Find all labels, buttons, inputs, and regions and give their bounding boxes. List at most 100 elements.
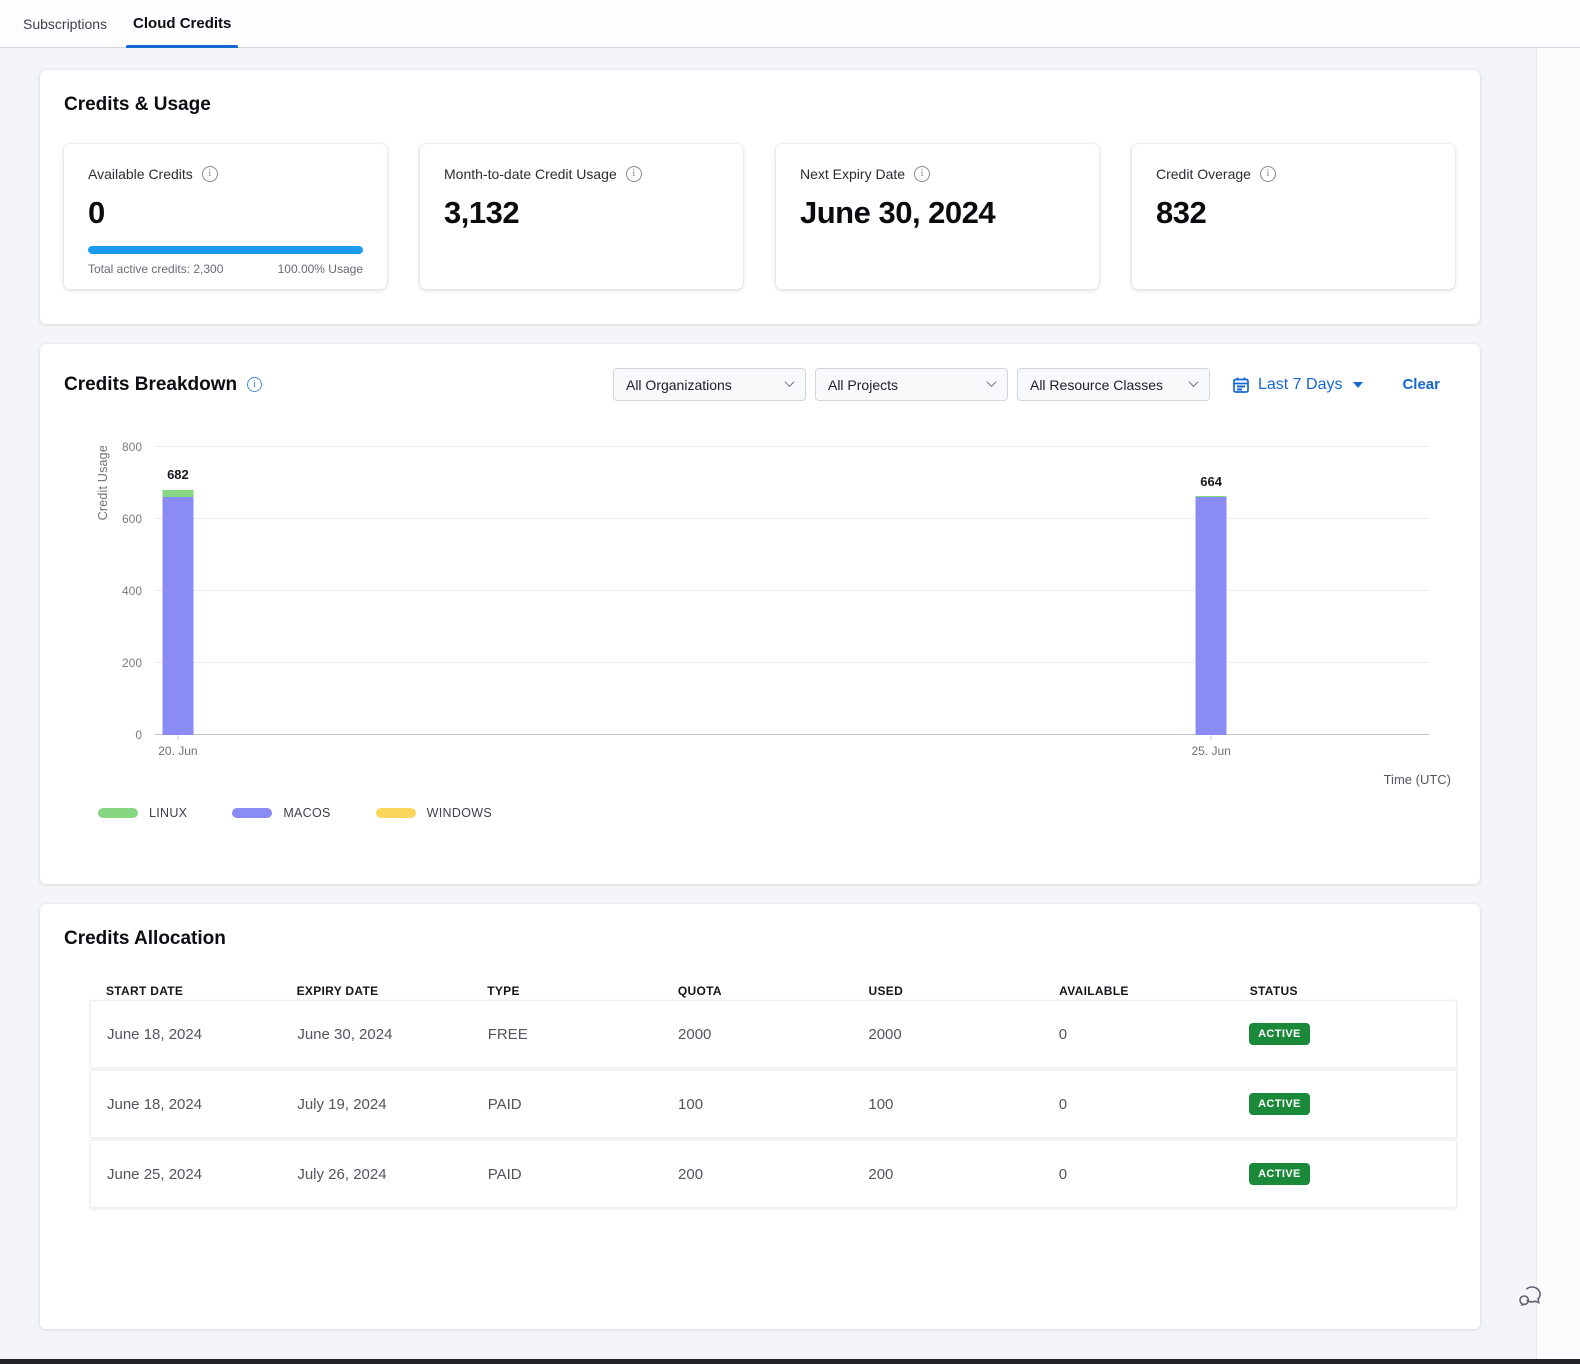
page-content: Credits & Usage Available Credits i 0 Total… bbox=[0, 48, 1537, 1359]
table-cell: July 26, 2024 bbox=[297, 1165, 387, 1183]
info-icon[interactable]: i bbox=[201, 166, 218, 182]
table-header-cell: EXPIRY DATE bbox=[296, 984, 379, 998]
credits-usage-section: Credits & Usage Available Credits i 0 Total… bbox=[40, 70, 1480, 324]
table-cell: 2000 bbox=[678, 1025, 712, 1043]
legend-label: LINUX bbox=[149, 806, 188, 820]
y-tick-label: 0 bbox=[135, 728, 142, 742]
table-cell: July 19, 2024 bbox=[297, 1095, 387, 1113]
metric-label: Month-to-date Credit Usage bbox=[444, 166, 617, 182]
table-header-cell: TYPE bbox=[487, 984, 520, 998]
legend-item-windows[interactable]: WINDOWS bbox=[375, 806, 492, 820]
status-badge: ACTIVE bbox=[1249, 1163, 1310, 1185]
x-tick-label: 25. Jun bbox=[1191, 744, 1231, 758]
legend-label: MACOS bbox=[283, 806, 331, 820]
metric-label: Credit Overage bbox=[1156, 166, 1251, 182]
bar-total-label: 682 bbox=[167, 467, 189, 483]
y-tick-label: 600 bbox=[121, 512, 142, 526]
metric-value: 3,132 bbox=[444, 195, 520, 230]
legend-swatch bbox=[98, 808, 138, 818]
clear-filters-button[interactable]: Clear bbox=[1402, 376, 1440, 393]
chart-legend: LINUX MACOS WINDOWS bbox=[98, 806, 1456, 820]
table-cell: June 18, 2024 bbox=[107, 1095, 203, 1113]
gridline bbox=[155, 734, 1429, 735]
gridline bbox=[155, 662, 1429, 663]
resource-classes-select-value: All Resource Classes bbox=[1029, 376, 1164, 393]
x-tick-mark bbox=[177, 735, 179, 740]
credits-allocation-table: START DATE EXPIRY DATE TYPE QUOTA USED AVAILA… bbox=[90, 984, 1457, 1208]
calendar-icon bbox=[1233, 377, 1249, 393]
chat-feedback-button[interactable] bbox=[1516, 1282, 1544, 1310]
resource-classes-select[interactable]: All Resource Classes bbox=[1016, 368, 1210, 401]
metric-cards-row: Available Credits i 0 Total active credits:… bbox=[64, 144, 1456, 289]
bar-group: 664 bbox=[1195, 447, 1227, 735]
y-axis-label: Credit Usage bbox=[96, 445, 110, 521]
table-cell: ACTIVE bbox=[1249, 1093, 1439, 1115]
bar-segment-linux bbox=[1195, 495, 1227, 497]
table-cell: PAID bbox=[487, 1095, 522, 1113]
bar-total-label: 664 bbox=[1200, 473, 1222, 489]
table-row: June 18, 2024 June 30, 2024 FREE 2000 2000 0 A… bbox=[90, 1000, 1457, 1068]
usage-percent-text: 100.00% Usage bbox=[277, 262, 363, 276]
info-icon[interactable]: i bbox=[914, 166, 931, 182]
metric-value: 832 bbox=[1156, 195, 1207, 230]
date-range-picker[interactable]: Last 7 Days bbox=[1232, 376, 1364, 394]
status-badge: ACTIVE bbox=[1249, 1093, 1310, 1115]
status-badge: ACTIVE bbox=[1249, 1023, 1310, 1045]
section-title-text: Credits Allocation bbox=[64, 928, 226, 949]
table-header-cell: AVAILABLE bbox=[1059, 984, 1129, 998]
table-cell: 0 bbox=[1058, 1095, 1068, 1113]
table-row: June 18, 2024 July 19, 2024 PAID 100 100 0 ACT… bbox=[90, 1070, 1457, 1138]
info-icon[interactable]: i bbox=[247, 377, 263, 392]
table-header-row: START DATE EXPIRY DATE TYPE QUOTA USED AVAILA… bbox=[90, 984, 1457, 998]
breakdown-filters: All Organizations All Projects All Resou… bbox=[612, 368, 1456, 401]
legend-swatch bbox=[375, 808, 416, 818]
legend-item-linux[interactable]: LINUX bbox=[98, 806, 187, 820]
table-header-cell: STATUS bbox=[1249, 984, 1298, 998]
y-tick-label: 200 bbox=[121, 656, 142, 670]
table-cell: 200 bbox=[868, 1165, 894, 1183]
credits-allocation-section: Credits Allocation START DATE EXPIRY DATE… bbox=[40, 904, 1480, 1329]
table-cell: PAID bbox=[487, 1165, 522, 1183]
metric-value: 0 bbox=[88, 195, 105, 230]
tab-cloud-credits[interactable]: Cloud Credits bbox=[120, 0, 244, 48]
total-active-credits-text: Total active credits: 2,300 bbox=[88, 262, 224, 276]
credits-usage-title: Credits & Usage bbox=[64, 94, 1456, 116]
projects-select[interactable]: All Projects bbox=[814, 368, 1008, 401]
table-cell: ACTIVE bbox=[1249, 1163, 1439, 1185]
table-cell: 200 bbox=[678, 1165, 704, 1183]
credits-allocation-title: Credits Allocation bbox=[64, 928, 1456, 950]
table-cell: 100 bbox=[868, 1095, 894, 1113]
x-tick-mark bbox=[1210, 735, 1212, 740]
legend-item-macos[interactable]: MACOS bbox=[232, 806, 330, 820]
gridline bbox=[155, 590, 1429, 591]
legend-label: WINDOWS bbox=[426, 806, 492, 820]
organizations-select[interactable]: All Organizations bbox=[612, 368, 806, 401]
bar-group: 682 bbox=[162, 447, 194, 735]
metric-card: Available Credits i 0 Total active credits:… bbox=[64, 144, 387, 289]
gridline bbox=[155, 518, 1429, 519]
table-cell: 100 bbox=[678, 1095, 704, 1113]
bar-segment-macos bbox=[1195, 496, 1227, 735]
chat-icon bbox=[1519, 1286, 1541, 1306]
x-axis-label: Time (UTC) bbox=[1383, 772, 1451, 787]
x-tick-label: 20. Jun bbox=[158, 744, 198, 758]
table-cell: 0 bbox=[1058, 1165, 1068, 1183]
table-cell: June 30, 2024 bbox=[297, 1025, 393, 1043]
table-cell: 2000 bbox=[868, 1025, 902, 1043]
table-cell: FREE bbox=[487, 1025, 528, 1043]
info-icon[interactable]: i bbox=[1259, 166, 1276, 182]
table-cell: June 25, 2024 bbox=[107, 1165, 203, 1183]
chevron-down-icon bbox=[784, 376, 795, 387]
chevron-down-icon bbox=[986, 376, 997, 387]
credits-breakdown-section: Credits Breakdown i All Organizations Al… bbox=[40, 344, 1480, 884]
breakdown-header: Credits Breakdown i All Organizations Al… bbox=[64, 368, 1456, 401]
chart-plot-area: Credit Usage 0 200 400 600 800 682 20. Jun 664 2… bbox=[96, 440, 1429, 758]
info-icon[interactable]: i bbox=[625, 166, 642, 182]
metric-card: Credit Overage i 832 bbox=[1132, 144, 1455, 289]
tab-subscriptions[interactable]: Subscriptions bbox=[23, 15, 108, 32]
table-header-cell: START DATE bbox=[106, 984, 184, 998]
projects-select-value: All Projects bbox=[827, 376, 899, 393]
bar-segment-macos bbox=[162, 497, 194, 735]
metric-label: Available Credits bbox=[88, 166, 193, 182]
metric-card: Next Expiry Date i June 30, 2024 bbox=[776, 144, 1099, 289]
